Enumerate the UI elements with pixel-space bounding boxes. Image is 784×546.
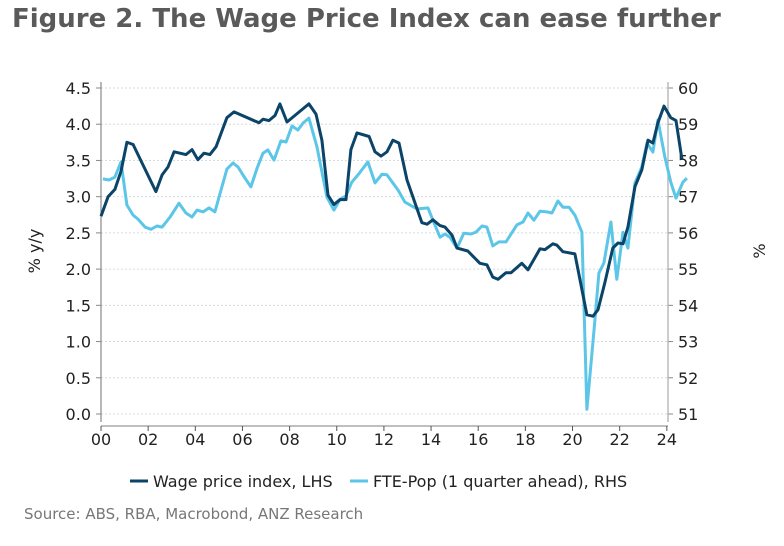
x-tick-label: 04 (185, 430, 205, 449)
y2-tick-label: 56 (678, 224, 698, 243)
y-tick-label: 2.5 (66, 224, 91, 243)
y2-tick-label: 59 (678, 115, 698, 134)
series-line-wpi (99, 102, 684, 318)
y-axis-label: % y/y (25, 229, 44, 274)
x-tick-label: 18 (515, 430, 535, 449)
y2-tick-label: 60 (678, 79, 698, 98)
y-tick-label: 4.5 (66, 79, 91, 98)
y2-tick-label: 55 (678, 260, 698, 279)
chart-title: Figure 2. The Wage Price Index can ease … (12, 4, 721, 34)
y-tick-label: 1.5 (66, 296, 91, 315)
y2-tick-label: 58 (678, 151, 698, 170)
y-tick-label: 2.0 (66, 260, 91, 279)
y-tick-label: 3.5 (66, 151, 91, 170)
x-tick-label: 12 (374, 430, 394, 449)
y2-tick-label: 51 (678, 405, 698, 424)
y-tick-label: 4.0 (66, 115, 91, 134)
y2-axis-label: % (750, 243, 769, 258)
x-tick-label: 20 (562, 430, 582, 449)
y2-tick-label: 54 (678, 296, 698, 315)
x-tick-label: 22 (609, 430, 629, 449)
x-tick-label: 02 (138, 430, 158, 449)
x-tick-label: 16 (468, 430, 488, 449)
y-tick-label: 0.5 (66, 369, 91, 388)
legend-label: Wage price index, LHS (153, 472, 333, 491)
x-tick-label: 24 (657, 430, 677, 449)
x-tick-label: 06 (232, 430, 252, 449)
legend-label: FTE-Pop (1 quarter ahead), RHS (373, 472, 627, 491)
y-tick-label: 1.0 (66, 333, 91, 352)
x-tick-label: 14 (421, 430, 441, 449)
series-line-fte-pop (102, 116, 688, 411)
y-tick-label: 3.0 (66, 188, 91, 207)
y2-tick-label: 53 (678, 333, 698, 352)
y-tick-label: 0.0 (66, 405, 91, 424)
y2-tick-label: 57 (678, 188, 698, 207)
y2-tick-label: 52 (678, 369, 698, 388)
x-tick-label: 08 (279, 430, 299, 449)
x-tick-label: 00 (91, 430, 111, 449)
source-note: Source: ABS, RBA, Macrobond, ANZ Researc… (24, 505, 364, 523)
x-tick-label: 10 (327, 430, 347, 449)
